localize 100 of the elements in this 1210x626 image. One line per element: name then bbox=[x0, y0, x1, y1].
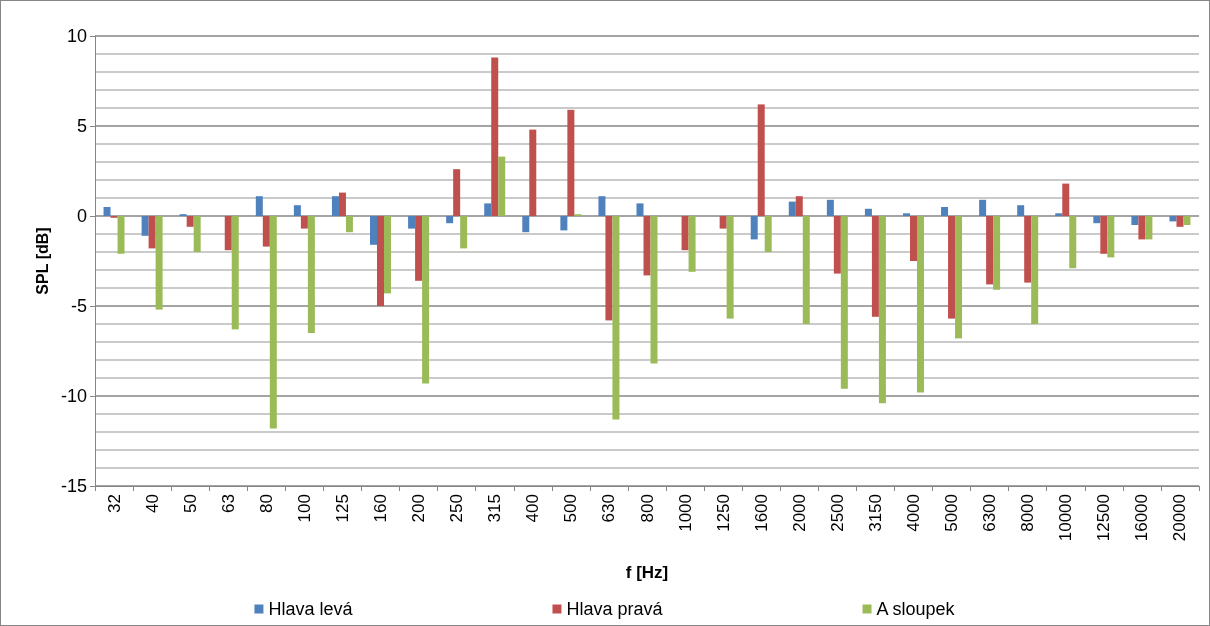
x-tick-label: 315 bbox=[485, 494, 505, 523]
y-tick-label: 0 bbox=[76, 206, 87, 226]
x-tick-label: 125 bbox=[332, 494, 352, 523]
bar bbox=[795, 196, 803, 216]
bar bbox=[141, 216, 149, 236]
bar bbox=[688, 216, 696, 272]
y-tick-label: -5 bbox=[70, 296, 87, 316]
x-tick-label: 3150 bbox=[865, 494, 885, 532]
bar bbox=[650, 216, 658, 364]
bar bbox=[941, 207, 949, 216]
bar bbox=[117, 216, 125, 254]
bar bbox=[764, 216, 772, 252]
x-tick-label: 50 bbox=[180, 494, 200, 513]
bar bbox=[833, 216, 841, 274]
bar bbox=[522, 216, 530, 233]
bar bbox=[636, 203, 644, 216]
x-tick-label: 1600 bbox=[751, 494, 771, 532]
x-tick-label: 80 bbox=[256, 494, 276, 513]
bar bbox=[643, 216, 651, 276]
x-tick-label: 500 bbox=[561, 494, 581, 523]
bar bbox=[757, 104, 765, 216]
bar bbox=[422, 216, 430, 384]
x-tick-label: 100 bbox=[294, 494, 314, 523]
bar bbox=[293, 205, 301, 216]
bar bbox=[1017, 205, 1025, 216]
bar bbox=[155, 216, 163, 310]
bar bbox=[491, 57, 499, 216]
x-tick-label: 1000 bbox=[675, 494, 695, 532]
bar bbox=[224, 216, 232, 251]
bar bbox=[415, 216, 423, 281]
bar bbox=[878, 216, 886, 404]
bar bbox=[148, 216, 156, 249]
legend-label: Hlava levá bbox=[268, 599, 354, 619]
bar bbox=[529, 129, 537, 216]
x-tick-label: 5000 bbox=[942, 494, 962, 532]
bar bbox=[384, 216, 392, 294]
bar bbox=[1169, 216, 1177, 222]
bar bbox=[484, 203, 492, 216]
bar bbox=[1138, 216, 1146, 240]
bar bbox=[338, 192, 346, 216]
bar bbox=[377, 216, 385, 306]
bar bbox=[1107, 216, 1115, 258]
bar bbox=[307, 216, 315, 333]
x-axis-title: f [Hz] bbox=[625, 563, 669, 582]
y-tick-label: -10 bbox=[60, 386, 87, 406]
bar bbox=[460, 216, 468, 249]
bar bbox=[1024, 216, 1032, 283]
y-tick-label: -15 bbox=[60, 476, 87, 496]
x-tick-label: 16000 bbox=[1132, 494, 1152, 542]
bar bbox=[864, 208, 872, 216]
x-tick-label: 400 bbox=[523, 494, 543, 523]
y-axis-title: SPL [dB] bbox=[33, 227, 51, 295]
bar bbox=[1100, 216, 1108, 254]
bar bbox=[103, 207, 111, 216]
bar bbox=[453, 169, 461, 216]
bar bbox=[826, 199, 834, 216]
x-tick-label: 8000 bbox=[1018, 494, 1038, 532]
bar bbox=[446, 216, 454, 224]
x-tick-label: 12500 bbox=[1094, 494, 1114, 542]
x-tick-label: 6300 bbox=[980, 494, 1000, 532]
bar bbox=[1031, 216, 1039, 324]
bar bbox=[331, 196, 339, 216]
bar bbox=[802, 216, 810, 324]
bar bbox=[408, 216, 416, 229]
x-tick-label: 2500 bbox=[827, 494, 847, 532]
bar bbox=[1145, 216, 1153, 240]
bar bbox=[1055, 213, 1063, 216]
bar bbox=[370, 216, 378, 245]
bar bbox=[345, 216, 353, 233]
bar bbox=[955, 216, 963, 339]
y-tick-label: 5 bbox=[76, 116, 87, 136]
bar bbox=[979, 199, 987, 216]
bar bbox=[193, 216, 201, 252]
y-tick-label: 10 bbox=[66, 26, 87, 46]
x-tick-label: 2000 bbox=[789, 494, 809, 532]
bar bbox=[186, 216, 194, 227]
x-tick-label: 40 bbox=[142, 494, 162, 513]
bar bbox=[300, 216, 308, 229]
bar bbox=[560, 216, 568, 231]
bar bbox=[840, 216, 848, 389]
bar bbox=[255, 196, 263, 216]
x-tick-label: 10000 bbox=[1056, 494, 1076, 542]
x-tick-label: 800 bbox=[637, 494, 657, 523]
bar bbox=[269, 216, 277, 429]
bar bbox=[498, 156, 506, 216]
bar bbox=[1183, 216, 1191, 225]
bar bbox=[788, 201, 796, 216]
bar bbox=[605, 216, 613, 321]
x-tick-label: 160 bbox=[371, 494, 391, 523]
bar bbox=[262, 216, 270, 247]
bar bbox=[993, 216, 1001, 290]
bar bbox=[1069, 216, 1077, 269]
bar bbox=[1176, 216, 1184, 227]
bar bbox=[902, 213, 910, 216]
bar bbox=[681, 216, 689, 251]
bar bbox=[726, 216, 734, 319]
bar bbox=[598, 196, 606, 216]
x-tick-label: 250 bbox=[447, 494, 467, 523]
bar bbox=[1093, 216, 1101, 224]
bar bbox=[916, 216, 924, 393]
